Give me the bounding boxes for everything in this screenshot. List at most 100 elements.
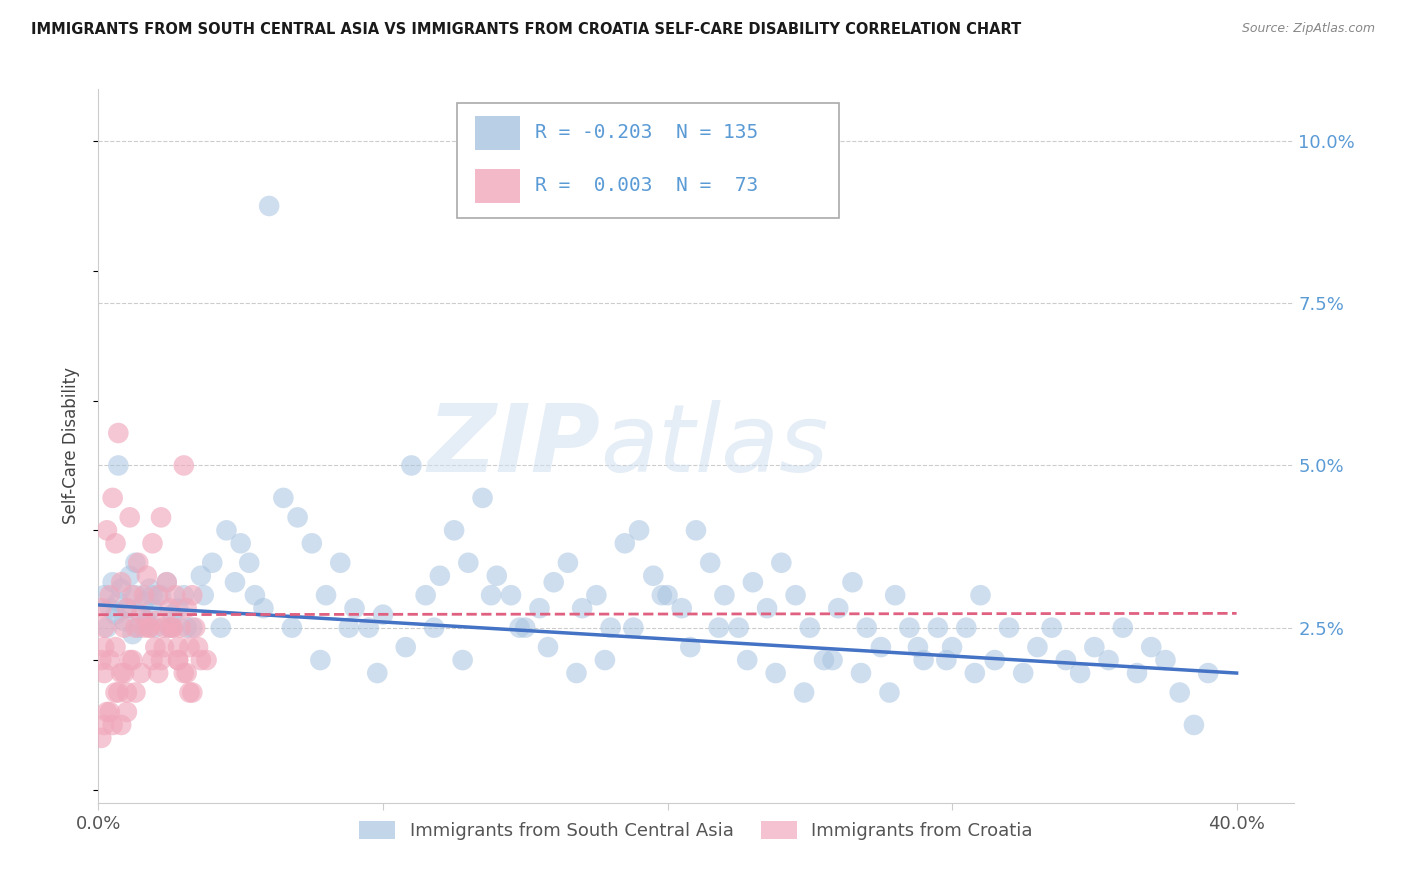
Point: [969, 588, 991, 602]
Point: [727, 621, 749, 635]
Point: [273, 491, 295, 505]
Point: [115, 601, 138, 615]
Point: [415, 588, 437, 602]
Point: [855, 621, 877, 635]
Point: [162, 621, 184, 635]
Point: [870, 640, 893, 654]
Point: [841, 575, 863, 590]
Point: [585, 588, 607, 602]
Point: [193, 588, 215, 602]
Legend: Immigrants from South Central Asia, Immigrants from Croatia: Immigrants from South Central Asia, Immi…: [352, 814, 1040, 847]
Point: [150, 510, 173, 524]
Point: [118, 653, 141, 667]
Point: [93, 588, 115, 602]
Point: [1069, 666, 1091, 681]
Point: [190, 568, 212, 582]
Point: [621, 621, 644, 635]
Point: [162, 621, 184, 635]
Point: [963, 666, 986, 681]
Point: [329, 556, 352, 570]
Point: [143, 621, 166, 635]
Point: [238, 556, 260, 570]
Point: [93, 640, 115, 654]
Point: [209, 621, 232, 635]
Point: [309, 653, 332, 667]
Point: [104, 607, 127, 622]
Point: [613, 536, 636, 550]
Point: [135, 614, 157, 628]
Point: [143, 640, 166, 654]
Point: [162, 607, 184, 622]
Point: [912, 653, 935, 667]
Point: [181, 588, 204, 602]
Point: [98, 705, 121, 719]
Point: [115, 685, 138, 699]
Point: [138, 621, 160, 635]
Point: [357, 621, 380, 635]
Point: [187, 640, 209, 654]
Point: [127, 556, 149, 570]
Point: [110, 575, 132, 590]
Point: [429, 568, 451, 582]
Point: [657, 588, 679, 602]
Point: [110, 666, 132, 681]
Point: [593, 653, 616, 667]
Point: [124, 588, 146, 602]
Point: [685, 524, 707, 538]
Point: [173, 458, 195, 473]
Point: [141, 653, 163, 667]
Point: [1168, 685, 1191, 699]
Text: R = -0.203  N = 135: R = -0.203 N = 135: [534, 122, 758, 142]
Point: [104, 536, 127, 550]
Point: [793, 685, 815, 699]
Point: [101, 491, 124, 505]
Point: [765, 666, 787, 681]
Point: [821, 653, 844, 667]
Point: [599, 621, 621, 635]
Text: Source: ZipAtlas.com: Source: ZipAtlas.com: [1241, 22, 1375, 36]
Point: [537, 640, 560, 654]
Point: [471, 491, 494, 505]
Point: [827, 601, 849, 615]
FancyBboxPatch shape: [475, 169, 520, 203]
Point: [112, 666, 135, 681]
Point: [707, 621, 730, 635]
Point: [93, 666, 115, 681]
Text: atlas: atlas: [600, 401, 828, 491]
Point: [121, 588, 143, 602]
Point: [1026, 640, 1049, 654]
Point: [190, 653, 212, 667]
Point: [935, 653, 957, 667]
Point: [366, 666, 388, 681]
Y-axis label: Self-Care Disability: Self-Care Disability: [62, 368, 80, 524]
Point: [499, 588, 522, 602]
Point: [165, 588, 187, 602]
Point: [243, 588, 266, 602]
Point: [141, 536, 163, 550]
Point: [395, 640, 418, 654]
Point: [984, 653, 1007, 667]
Point: [176, 621, 198, 635]
Point: [153, 621, 176, 635]
Point: [167, 601, 190, 615]
Point: [101, 718, 124, 732]
Point: [628, 524, 651, 538]
Point: [998, 621, 1021, 635]
Point: [132, 621, 155, 635]
Text: IMMIGRANTS FROM SOUTH CENTRAL ASIA VS IMMIGRANTS FROM CROATIA SELF-CARE DISABILI: IMMIGRANTS FROM SOUTH CENTRAL ASIA VS IM…: [31, 22, 1021, 37]
Point: [132, 588, 155, 602]
Point: [401, 458, 423, 473]
Point: [927, 621, 949, 635]
Point: [565, 666, 588, 681]
Point: [1097, 653, 1119, 667]
Point: [124, 556, 146, 570]
Point: [107, 458, 129, 473]
Point: [107, 425, 129, 440]
Text: ZIP: ZIP: [427, 400, 600, 492]
Point: [107, 685, 129, 699]
Point: [181, 685, 204, 699]
Point: [115, 705, 138, 719]
Point: [132, 595, 155, 609]
Point: [671, 601, 693, 615]
Point: [543, 575, 565, 590]
